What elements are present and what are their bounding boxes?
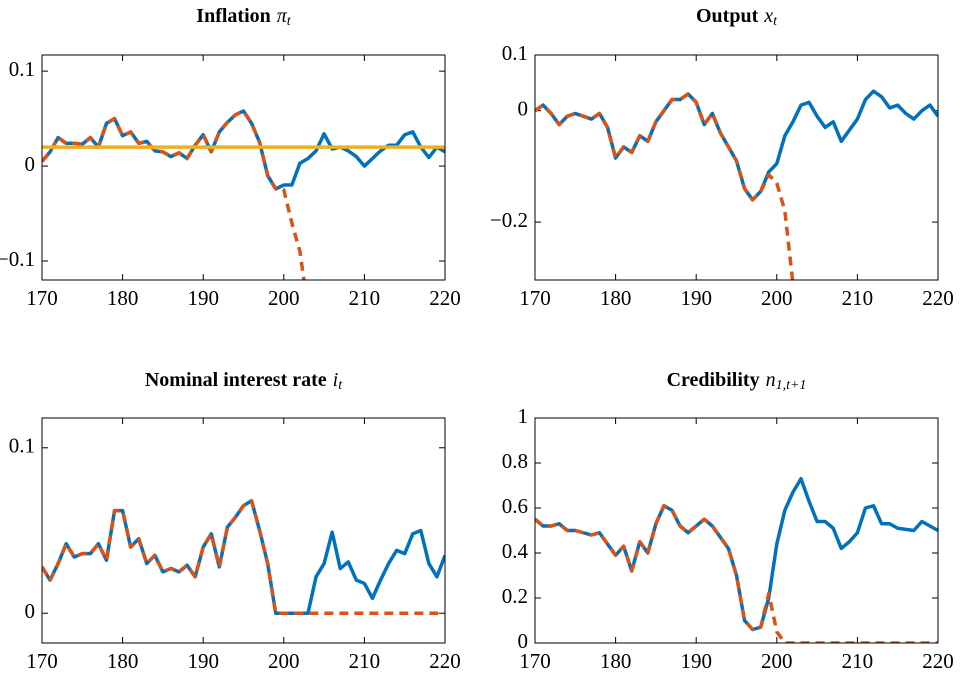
y-tick-label: 1 [518, 404, 529, 428]
series-line [535, 89, 938, 202]
x-tick-label: 210 [349, 286, 381, 310]
x-tick-label: 220 [922, 286, 954, 310]
title-sub: t [287, 14, 292, 29]
x-tick-label: 180 [107, 649, 139, 673]
x-tick-label: 200 [761, 286, 793, 310]
x-tick-label: 210 [842, 649, 874, 673]
plot-area [42, 498, 445, 615]
x-tick-label: 170 [26, 286, 58, 310]
x-tick-label: 210 [842, 286, 874, 310]
y-tick-label: 0.4 [502, 539, 529, 563]
series-line [42, 498, 445, 615]
x-tick-label: 220 [429, 286, 461, 310]
chart-title: Output xt [696, 5, 778, 30]
y-tick-label: 0 [518, 629, 529, 653]
plot-area [42, 109, 445, 280]
plot-area [535, 477, 938, 643]
plot-area [535, 89, 938, 280]
x-tick-label: 200 [761, 649, 793, 673]
title-sub: 1,t+1 [776, 378, 807, 393]
series-line [535, 504, 938, 643]
x-tick-label: 180 [600, 286, 632, 310]
y-tick-label: 0 [518, 97, 529, 121]
chart-title: Credibility n1,t+1 [667, 369, 807, 394]
y-tick-label: 0.1 [9, 57, 35, 81]
x-tick-label: 220 [429, 649, 461, 673]
x-tick-label: 200 [268, 649, 300, 673]
series-line [42, 109, 306, 280]
title-math: x [763, 5, 773, 27]
title-text: Nominal interest rate [145, 369, 327, 391]
x-tick-label: 190 [187, 649, 219, 673]
axes-frame [534, 417, 939, 644]
axes-frame [534, 54, 939, 281]
series-line [535, 92, 795, 280]
title-sub: t [773, 14, 778, 29]
series-line [42, 109, 445, 191]
axes-frame [41, 417, 446, 644]
y-tick-label: −0.2 [490, 208, 528, 232]
y-tick-label: 0.1 [9, 434, 35, 458]
axes-frame [41, 54, 446, 281]
series-line [535, 477, 938, 632]
x-tick-label: 220 [922, 649, 954, 673]
chart-title: Nominal interest rate it [145, 369, 343, 394]
x-tick-label: 180 [600, 649, 632, 673]
title-math: n [766, 369, 776, 391]
y-tick-label: 0 [25, 599, 36, 623]
title-math: π [277, 5, 288, 27]
y-tick-label: 0.2 [502, 584, 528, 608]
chart-title: Inflation πt [196, 5, 292, 30]
x-tick-label: 200 [268, 286, 300, 310]
title-text: Credibility [667, 369, 760, 391]
y-tick-label: 0.6 [502, 494, 528, 518]
y-tick-label: −0.1 [0, 247, 35, 271]
x-tick-label: 190 [680, 286, 712, 310]
y-tick-label: 0.8 [502, 449, 528, 473]
x-tick-label: 170 [519, 649, 551, 673]
title-math: i [333, 369, 339, 391]
title-text: Output [696, 5, 759, 27]
y-tick-label: 0 [25, 152, 36, 176]
title-sub: t [338, 378, 343, 393]
title-text: Inflation [196, 5, 270, 27]
x-tick-label: 170 [26, 649, 58, 673]
x-tick-label: 210 [349, 649, 381, 673]
x-tick-label: 190 [680, 649, 712, 673]
x-tick-label: 180 [107, 286, 139, 310]
x-tick-label: 190 [187, 286, 219, 310]
series-line [42, 498, 445, 615]
y-tick-label: 0.1 [502, 41, 528, 65]
x-tick-label: 170 [519, 286, 551, 310]
